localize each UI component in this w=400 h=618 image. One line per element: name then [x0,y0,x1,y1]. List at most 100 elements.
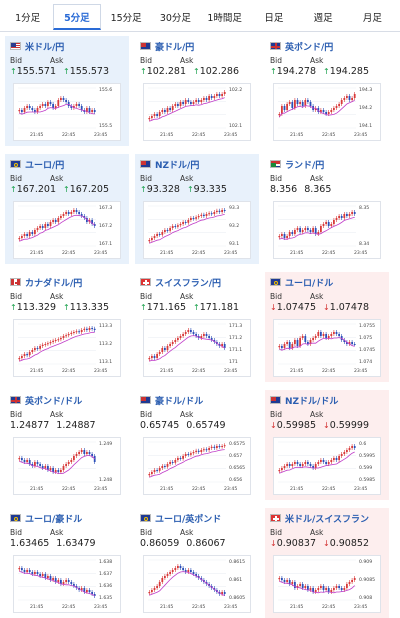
currency-pair-link[interactable]: 豪ドル/円 [155,42,195,53]
currency-pair-link[interactable]: ユーロ/英ポンド [155,514,222,525]
rate-card[interactable]: 豪ドル/円 Bid Ask ↑102.281 ↑102.286 102.2 102.1 21:… [135,36,259,146]
bid-value-group: ↓0.90837 [270,538,316,549]
card-header: ユーロ/円 [10,157,124,171]
candle-body [200,336,203,338]
bid-value-group: ↓0.59985 [270,420,316,431]
tab-3[interactable]: 30分足 [159,13,191,24]
x-time-label: 21:45 [160,604,173,610]
currency-pair-link[interactable]: NZドル/ドル [285,396,339,407]
candle-body [41,226,44,228]
candle-body [195,100,197,102]
candle-body [166,108,169,112]
currency-pair-link[interactable]: 英ポンド/ドル [25,396,83,407]
tab-1[interactable]: 5分足 [53,4,101,30]
candle-body [353,344,356,345]
rate-card[interactable]: NZドル/ドル Bid Ask ↓0.59985 ↓0.59999 0.6 0.5995 0.… [265,390,389,500]
rate-card[interactable]: ユーロ/豪ドル Bid Ask 1.63465 1.63479 1.638 1.637 1.6… [5,508,129,618]
candle-body [80,330,83,332]
rate-card[interactable]: ユーロ/ドル Bid Ask ↓1.07475 ↓1.07478 1.0755 1.075 1… [265,272,389,382]
currency-pair-link[interactable]: 米ドル/スイスフラン [285,514,370,525]
mini-chart[interactable]: 0.909 0.9085 0.908 21:45 22:45 23:45 [273,555,381,613]
candle-body [286,236,288,238]
y-tick-label: 171.1 [229,347,242,353]
candle-body [200,214,203,216]
ask-label: Ask [50,292,64,301]
candle-body [192,452,195,454]
nz-flag-icon [140,160,151,168]
currency-pair-link[interactable]: スイスフラン/円 [155,278,222,289]
currency-pair-link[interactable]: カナダドル/円 [25,278,83,289]
tab-2[interactable]: 15分足 [110,13,142,24]
y-tick-label: 1.0745 [359,347,375,353]
bid-ask-labels: Bid Ask [140,56,254,65]
ask-label: Ask [310,174,324,183]
rate-card[interactable]: スイスフラン/円 Bid Ask ↑171.165 ↑171.181 171.3 171.2… [135,272,259,382]
candle-body [44,574,47,578]
candle-body [174,226,177,227]
rate-card[interactable]: ユーロ/円 Bid Ask ↑167.201 ↑167.205 167.3 167.2 167… [5,154,129,264]
mini-chart[interactable]: 0.8615 0.861 0.8605 21:45 22:45 23:45 [143,555,251,613]
currency-pair-link[interactable]: ユーロ/豪ドル [25,514,83,525]
tab-4[interactable]: 1時間足 [207,13,242,24]
bid-ask-labels: Bid Ask [10,528,124,537]
bid-label: Bid [140,528,152,537]
mini-chart[interactable]: 1.0755 1.075 1.0745 1.074 21:45 22:45 23:45 [273,319,381,377]
rate-card[interactable]: ランド/円 Bid Ask 8.356 8.365 8.35 8.34 21:45 22:45 2… [265,154,389,264]
tab-5[interactable]: 日足 [264,13,284,24]
mini-chart[interactable]: 93.3 93.2 93.1 21:45 22:45 23:45 [143,201,251,259]
currency-pair-link[interactable]: 米ドル/円 [25,42,65,53]
x-time-label: 23:45 [94,132,107,138]
mini-chart[interactable]: 171.3 171.2 171.1 171 21:45 22:45 23:45 [143,319,251,377]
mini-chart[interactable]: 113.3 113.2 113.1 21:45 22:45 23:45 [13,319,121,377]
rate-card[interactable]: カナダドル/円 Bid Ask ↑113.329 ↑113.335 113.3 113.2 1… [5,272,129,382]
bid-label: Bid [270,528,282,537]
tab-7[interactable]: 月足 [362,13,382,24]
candle-body [353,446,356,448]
currency-pair-link[interactable]: NZドル/円 [155,160,200,171]
candle-body [174,568,177,570]
currency-pair-link[interactable]: ユーロ/ドル [285,278,334,289]
candle-body [218,94,221,96]
rate-card[interactable]: 米ドル/円 Bid Ask ↑155.571 ↑155.573 155.6 155.5 21:… [5,36,129,146]
mini-chart[interactable]: 8.35 8.34 21:45 22:45 23:45 [273,201,381,259]
bid-label: Bid [10,174,22,183]
mini-chart[interactable]: 155.6 155.5 21:45 22:45 23:45 [13,83,121,141]
mini-chart[interactable]: 0.6575 0.657 0.6565 0.656 21:45 22:45 23:45 [143,437,251,495]
currency-pair-link[interactable]: 英ポンド/円 [285,42,334,53]
y-tick-label: 0.5995 [359,453,375,459]
candle-body [179,458,182,459]
y-tick-label: 167.2 [99,223,112,229]
rate-card[interactable]: NZドル/円 Bid Ask ↑93.328 ↑93.335 93.3 93.2 93.1 21… [135,154,259,264]
mini-chart[interactable]: 102.2 102.1 21:45 22:45 23:45 [143,83,251,141]
bid-ask-values: 1.63465 1.63479 [10,537,124,549]
mini-chart[interactable]: 194.3 194.2 194.1 21:45 22:45 23:45 [273,83,381,141]
mini-chart[interactable]: 0.6 0.5995 0.599 0.5985 21:45 22:45 23:45 [273,437,381,495]
rate-card[interactable]: ユーロ/英ポンド Bid Ask 0.86059 0.86067 0.8615 0.861 0… [135,508,259,618]
card-header: 英ポンド/円 [270,39,384,53]
candle-body [197,216,200,218]
bid-label: Bid [270,56,282,65]
ch-flag-icon [140,278,151,286]
currency-pair-link[interactable]: ユーロ/円 [25,160,65,171]
rate-card[interactable]: 米ドル/スイスフラン Bid Ask ↓0.90837 ↓0.90852 0.909 0.9… [265,508,389,618]
tab-0[interactable]: 1分足 [15,13,41,24]
candle-body [39,464,41,466]
currency-pair-link[interactable]: ランド/円 [285,160,325,171]
bid-value: 102.281 [146,65,186,77]
card-header: 米ドル/円 [10,39,124,53]
mini-chart[interactable]: 167.3 167.2 167.1 21:45 22:45 23:45 [13,201,121,259]
mini-chart[interactable]: 1.249 1.248 21:45 22:45 23:45 [13,437,121,495]
candle-body [281,578,283,580]
rate-card[interactable]: 英ポンド/円 Bid Ask ↑194.278 ↑194.285 194.3 194.2 19… [265,36,389,146]
y-tick-label: 0.6 [359,441,366,447]
rate-card[interactable]: 英ポンド/ドル Bid Ask 1.24877 1.24887 1.249 1.248 21:… [5,390,129,500]
candle-body [200,100,203,102]
currency-pair-link[interactable]: 豪ドル/ドル [155,396,204,407]
candle-body [177,566,179,568]
tab-6[interactable]: 週足 [313,13,333,24]
rate-card[interactable]: 豪ドル/ドル Bid Ask 0.65745 0.65749 0.6575 0.657 0.6… [135,390,259,500]
candle-body [322,586,325,590]
mini-chart[interactable]: 1.638 1.637 1.636 1.635 21:45 22:45 23:45 [13,555,121,613]
candle-body [148,358,151,360]
y-tick-label: 167.3 [99,205,112,211]
